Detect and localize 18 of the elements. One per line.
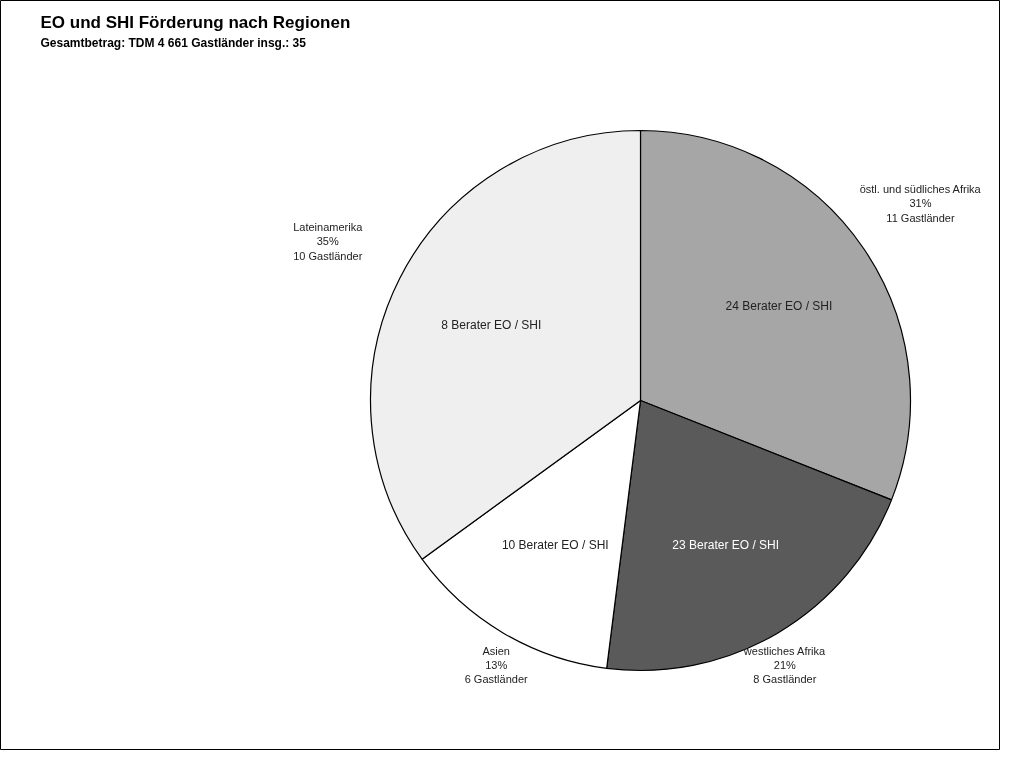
data-label: 13% [485,658,508,671]
data-label: 35% [316,235,339,248]
slice-label: Lateinamerika [293,220,364,233]
data-label: 21% [773,658,797,671]
text: 8 Gastländer [753,673,817,686]
text: 10 Berater EO / SHI [501,537,609,552]
text: 8 Berater EO / SHI [441,317,542,332]
text: 24 Berater EO / SHI [725,299,833,314]
text: 6 Gastländer [464,673,529,686]
slice-label: Asien [482,644,510,657]
text: Gesamtbetrag: TDM 4 661 Gastländer insg.: 35 [40,35,307,50]
text: 11 Gastländer [886,211,955,224]
text: 10 Gastländer [293,249,363,262]
slice-label: östl. und südliches Afrika [859,182,982,195]
text: 23 Berater EO / SHI [672,537,780,552]
chart-title: EO und SHI Förderung nach Regionen [40,13,351,32]
data-label: 31% [909,197,932,210]
slice-label: westliches Afrika [742,644,827,657]
